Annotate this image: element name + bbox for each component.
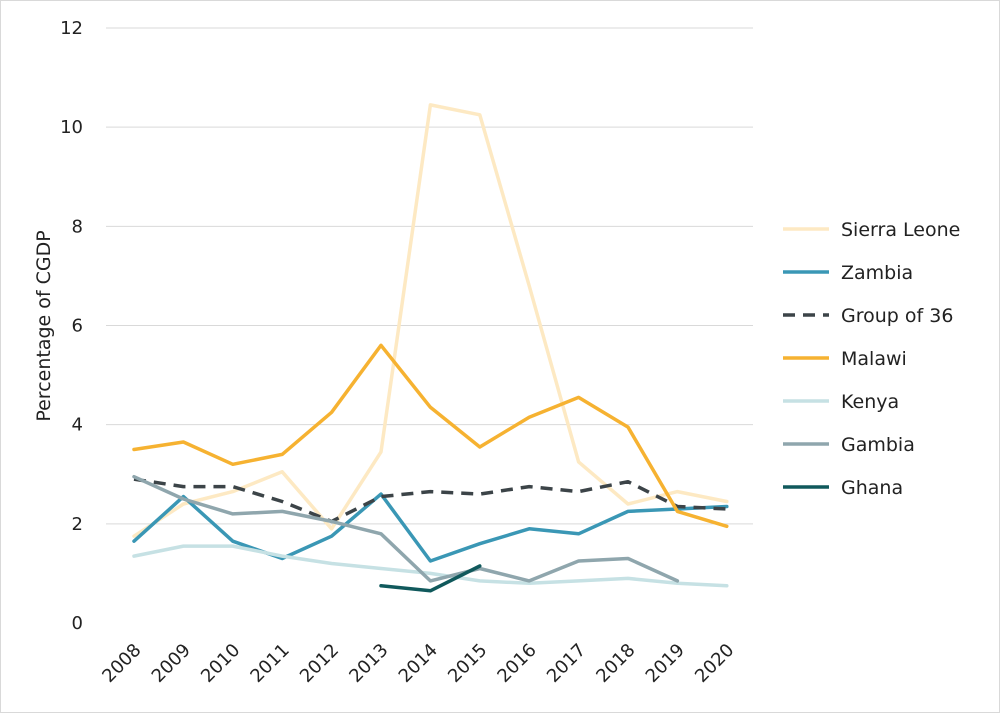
legend-label-sierra-leone: Sierra Leone <box>841 219 960 241</box>
x-tick-label: 2016 <box>493 640 540 687</box>
x-tick-label: 2020 <box>691 640 738 687</box>
legend-label-zambia: Zambia <box>841 262 913 284</box>
x-tick-label: 2014 <box>395 640 442 687</box>
series-line-kenya <box>132 544 729 588</box>
x-tick-label: 2009 <box>148 640 195 687</box>
series-line-gambia <box>132 474 680 583</box>
series-line-malawi <box>132 343 729 529</box>
x-tick-label: 2010 <box>197 640 244 687</box>
legend-label-kenya: Kenya <box>841 391 899 413</box>
y-tick-label: 12 <box>60 18 83 39</box>
series-lines <box>132 103 729 593</box>
x-tick-label: 2012 <box>296 640 343 687</box>
legend: Sierra Leone Zambia Group of 36 Malawi Kenya… <box>783 219 960 499</box>
x-tick-label: 2011 <box>246 640 293 687</box>
y-tick-label: 4 <box>72 415 83 436</box>
series-line-ghana <box>379 564 482 593</box>
x-tick-label: 2017 <box>543 640 590 687</box>
x-tick-label: 2018 <box>592 640 639 687</box>
y-axis-title: Percentage of CGDP <box>33 230 55 421</box>
x-tick-label: 2019 <box>642 640 689 687</box>
x-axis-ticks: 2008 2009 2010 2011 2012 2013 2014 2015 2016 2017… <box>98 640 738 687</box>
y-tick-label: 2 <box>72 514 83 535</box>
series-line-sierra-leone <box>132 103 729 538</box>
x-tick-label: 2013 <box>345 640 392 687</box>
legend-label-gambia: Gambia <box>841 434 915 456</box>
y-axis-ticks: 0 2 4 6 8 10 12 <box>60 18 83 634</box>
legend-label-malawi: Malawi <box>841 348 907 370</box>
y-tick-label: 8 <box>72 216 83 237</box>
x-tick-label: 2015 <box>444 640 491 687</box>
legend-label-ghana: Ghana <box>841 477 903 499</box>
y-tick-label: 10 <box>60 117 83 138</box>
gridlines <box>106 27 753 525</box>
x-tick-label: 2008 <box>98 640 145 687</box>
series-line-group-of-36 <box>133 477 727 524</box>
legend-label-group-of-36: Group of 36 <box>841 305 953 327</box>
y-tick-label: 0 <box>72 613 83 634</box>
series-line-zambia <box>132 492 729 563</box>
y-tick-label: 6 <box>72 316 83 337</box>
